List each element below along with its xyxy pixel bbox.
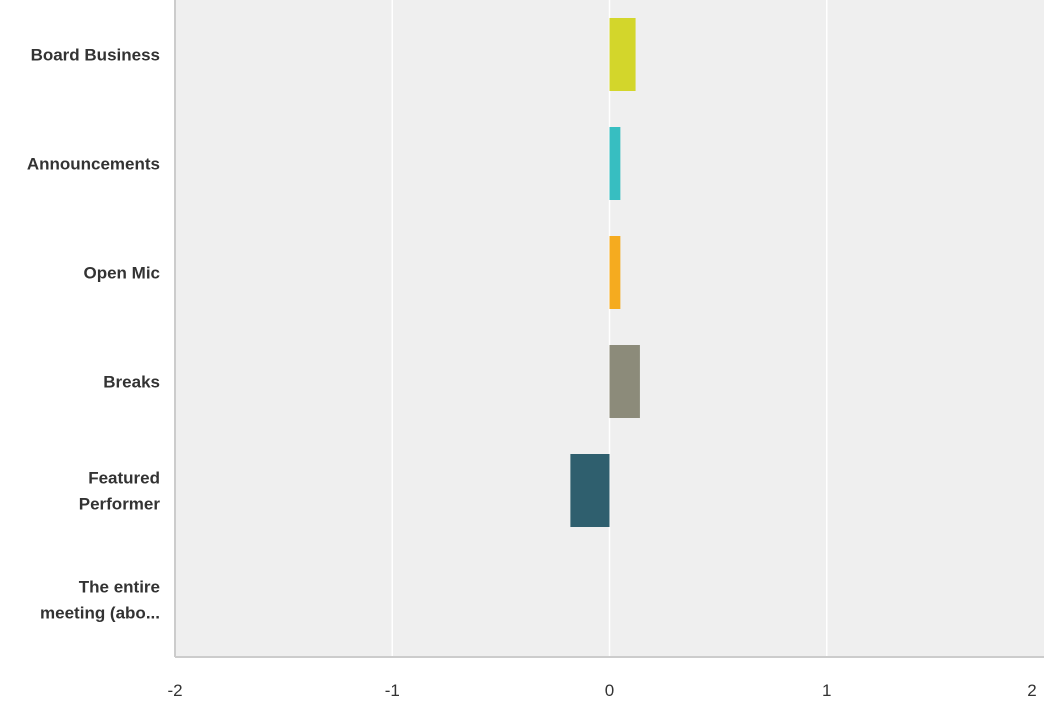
category-labels: Board Business Announcements Open Mic Break… [27,46,161,623]
bar [609,236,621,309]
x-tick-label: 2 [1027,681,1036,700]
x-tick-label: -2 [167,681,182,700]
category-label: meeting (abo... [40,604,160,623]
category-label: Open Mic [83,264,160,283]
category-label: Announcements [27,155,160,174]
bar [609,345,640,418]
bar [609,127,621,200]
x-tick-labels: -2 -1 0 1 2 [167,681,1036,700]
category-label: Performer [79,495,161,514]
category-label: Breaks [103,373,160,392]
x-tick-label: 0 [605,681,614,700]
bar [570,454,610,527]
category-label: The entire [79,578,160,597]
gridlines [391,0,828,657]
x-tick-label: 1 [822,681,831,700]
category-label: Featured [88,469,160,488]
bars [570,18,640,527]
x-tick-label: -1 [385,681,400,700]
category-label: Board Business [31,46,160,65]
bar [609,18,636,91]
